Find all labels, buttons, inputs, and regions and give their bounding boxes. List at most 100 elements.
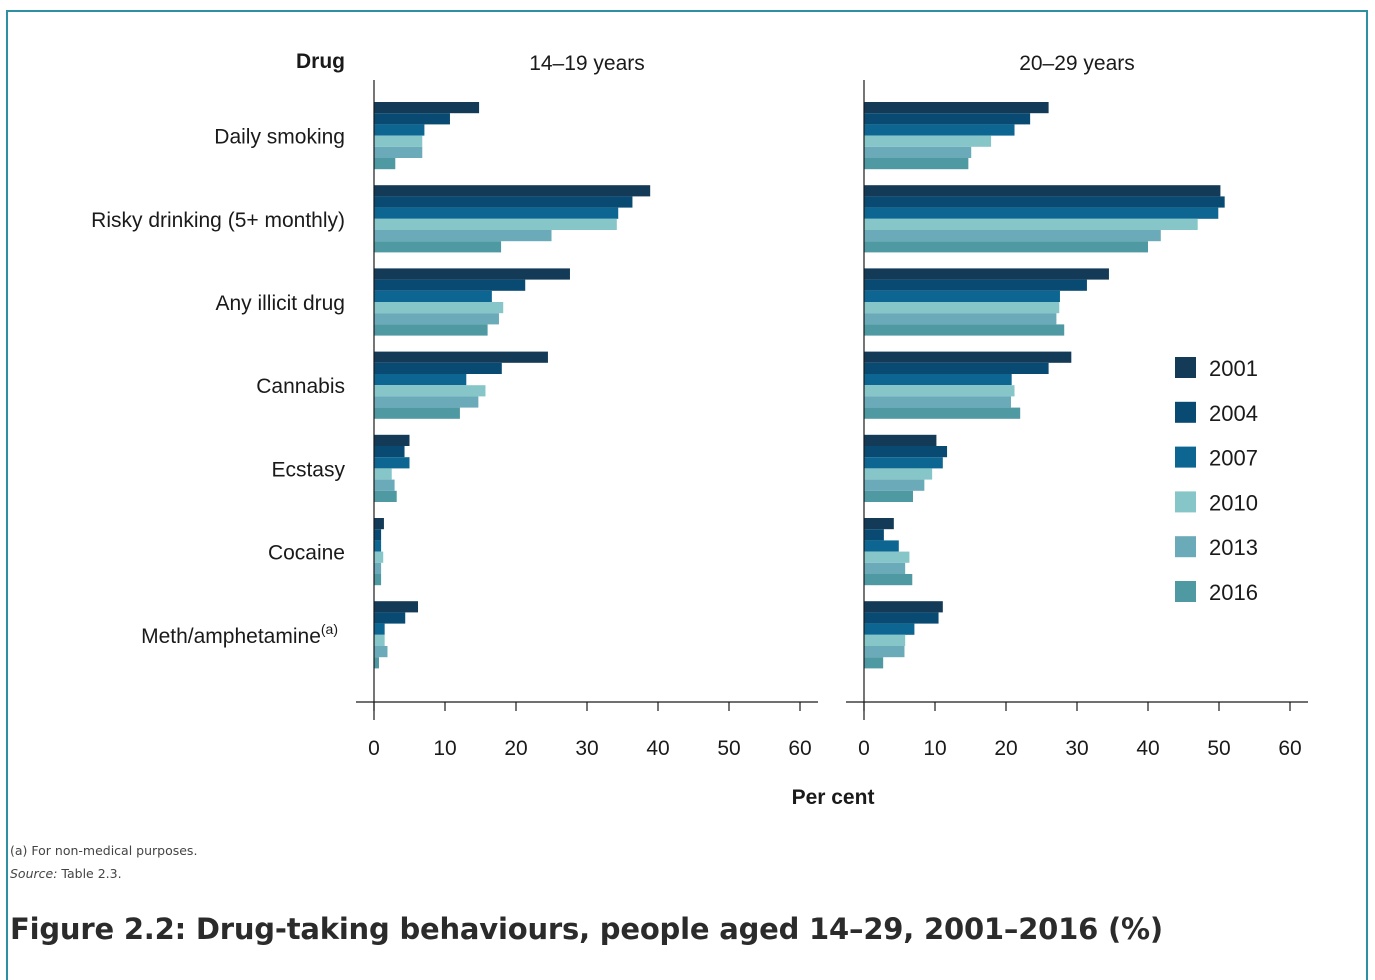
bar bbox=[864, 612, 939, 624]
bar bbox=[864, 529, 884, 541]
bar bbox=[864, 396, 1011, 408]
x-tick-label: 30 bbox=[575, 737, 598, 760]
bar bbox=[864, 218, 1198, 230]
bar bbox=[864, 351, 1072, 363]
bar bbox=[374, 185, 651, 197]
bar bbox=[864, 551, 910, 563]
legend-label: 2010 bbox=[1209, 490, 1258, 515]
bar bbox=[864, 657, 884, 669]
bar bbox=[374, 146, 423, 158]
bar bbox=[374, 612, 406, 624]
bar bbox=[374, 634, 385, 646]
chart-panel: 20–29 years 0 10 20 30 40 50 60 bbox=[846, 52, 1308, 760]
bar bbox=[374, 562, 382, 574]
bar bbox=[374, 102, 480, 114]
bar bbox=[864, 574, 913, 586]
legend-label: 2016 bbox=[1209, 580, 1258, 605]
bar bbox=[374, 457, 410, 469]
bar bbox=[374, 324, 488, 336]
bar bbox=[864, 562, 906, 574]
bar bbox=[864, 124, 1015, 136]
legend-swatch bbox=[1175, 401, 1196, 423]
legend-swatch bbox=[1175, 536, 1196, 558]
category-label: Meth/amphetamine(a) bbox=[141, 621, 338, 648]
bar bbox=[374, 290, 492, 302]
x-tick-label: 10 bbox=[433, 737, 456, 760]
bar bbox=[864, 490, 913, 502]
chart: Drug Per cent Daily smoking Risky drinkin… bbox=[91, 50, 1308, 809]
bar bbox=[374, 158, 396, 170]
source-value: Table 2.3. bbox=[61, 866, 122, 881]
bar bbox=[374, 518, 384, 530]
bar bbox=[864, 518, 894, 530]
chart-panel: 14–19 years 0 10 20 30 40 50 60 bbox=[356, 52, 818, 760]
bar bbox=[864, 158, 969, 170]
x-tick-label: 50 bbox=[717, 737, 740, 760]
bar bbox=[864, 113, 1031, 125]
bar bbox=[864, 146, 972, 158]
bar bbox=[374, 407, 460, 419]
bar bbox=[374, 490, 397, 502]
bar bbox=[864, 623, 915, 635]
legend-label: 2004 bbox=[1209, 401, 1258, 426]
category-label: Ecstasy bbox=[271, 458, 345, 481]
x-tick-label: 40 bbox=[646, 737, 669, 760]
figure-title: Figure 2.2: Drug-taking behaviours, peop… bbox=[10, 912, 1163, 946]
legend-swatch bbox=[1175, 581, 1196, 602]
bar bbox=[374, 479, 395, 491]
legend-swatch bbox=[1175, 491, 1196, 513]
bar bbox=[864, 362, 1049, 374]
category-label: Daily smoking bbox=[214, 126, 345, 149]
bar bbox=[864, 302, 1060, 314]
bar bbox=[374, 313, 499, 325]
bar bbox=[374, 241, 502, 253]
figure-frame bbox=[6, 10, 1368, 980]
bar bbox=[864, 374, 1012, 386]
bar bbox=[864, 407, 1021, 419]
x-tick-label: 30 bbox=[1065, 737, 1088, 760]
x-tick-label: 20 bbox=[504, 737, 527, 760]
bar bbox=[864, 434, 937, 446]
bar bbox=[374, 218, 617, 230]
bar bbox=[374, 601, 419, 613]
legend-swatch bbox=[1175, 446, 1196, 468]
bar bbox=[374, 551, 384, 563]
bar bbox=[374, 124, 425, 136]
x-tick-label: 0 bbox=[368, 737, 380, 760]
bar bbox=[864, 646, 905, 658]
x-tick-label: 20 bbox=[994, 737, 1017, 760]
y-axis-title: Drug bbox=[296, 50, 345, 73]
x-tick-label: 50 bbox=[1207, 737, 1230, 760]
bar bbox=[864, 185, 1221, 197]
x-tick-label: 0 bbox=[858, 737, 870, 760]
bar bbox=[374, 279, 526, 291]
bar bbox=[864, 324, 1065, 336]
panel-title: 14–19 years bbox=[529, 52, 645, 75]
legend-label: 2013 bbox=[1209, 535, 1258, 560]
bar bbox=[374, 468, 392, 480]
bar bbox=[374, 135, 423, 147]
bar bbox=[374, 385, 486, 397]
bar bbox=[864, 446, 948, 458]
bar bbox=[374, 268, 570, 280]
category-label: Cocaine bbox=[268, 542, 345, 565]
bar bbox=[864, 135, 992, 147]
x-tick-label: 60 bbox=[1278, 737, 1301, 760]
bar bbox=[864, 540, 899, 552]
bar bbox=[864, 290, 1060, 302]
bar bbox=[864, 102, 1049, 114]
panel-title: 20–29 years bbox=[1019, 52, 1135, 75]
bar bbox=[864, 385, 1015, 397]
x-axis-title: Per cent bbox=[792, 786, 875, 809]
category-label: Risky drinking (5+ monthly) bbox=[91, 209, 345, 232]
bar bbox=[374, 434, 410, 446]
bar bbox=[374, 207, 619, 219]
bar bbox=[374, 302, 504, 314]
bar bbox=[374, 540, 382, 552]
category-label: Cannabis bbox=[256, 375, 345, 398]
category-label: Any illicit drug bbox=[215, 292, 345, 315]
bar bbox=[864, 313, 1057, 325]
bar bbox=[864, 279, 1087, 291]
bar bbox=[374, 396, 479, 408]
bar bbox=[374, 657, 379, 669]
